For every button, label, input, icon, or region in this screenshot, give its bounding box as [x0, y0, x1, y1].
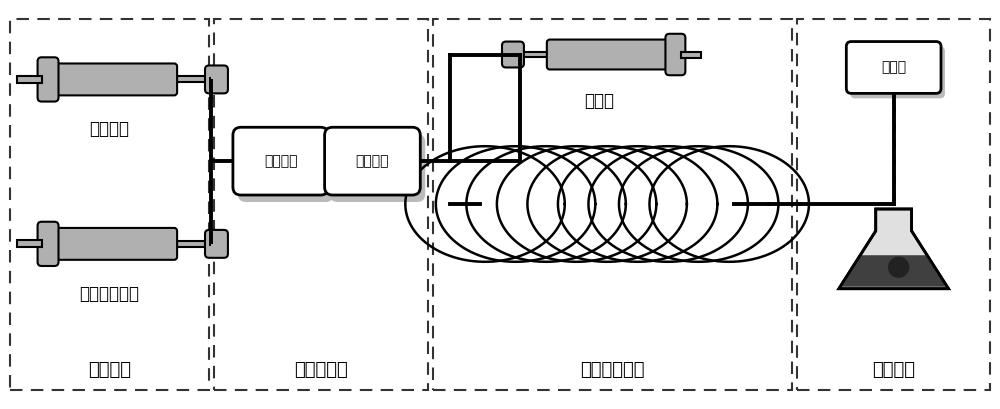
Circle shape	[889, 257, 909, 277]
Text: 产物收集: 产物收集	[872, 362, 915, 380]
FancyBboxPatch shape	[330, 134, 425, 202]
Text: 分散液: 分散液	[585, 92, 615, 110]
FancyBboxPatch shape	[52, 228, 177, 260]
Text: 微通道反应器: 微通道反应器	[580, 362, 645, 380]
FancyBboxPatch shape	[233, 127, 329, 195]
Polygon shape	[839, 209, 948, 289]
Bar	[433, 19, 792, 390]
FancyBboxPatch shape	[238, 134, 334, 202]
Bar	[681, 52, 701, 58]
Polygon shape	[841, 255, 946, 287]
Text: 检测器: 检测器	[881, 61, 906, 74]
Bar	[10, 19, 209, 390]
FancyBboxPatch shape	[174, 241, 209, 247]
Text: 内核溶液: 内核溶液	[89, 120, 129, 138]
FancyBboxPatch shape	[38, 57, 59, 101]
Text: 流速控制: 流速控制	[88, 362, 131, 380]
Bar	[17, 240, 42, 247]
FancyBboxPatch shape	[846, 42, 941, 93]
FancyBboxPatch shape	[52, 63, 177, 95]
Text: 微混合器: 微混合器	[356, 154, 389, 168]
Bar	[17, 76, 42, 83]
FancyBboxPatch shape	[205, 230, 228, 258]
FancyBboxPatch shape	[547, 40, 672, 70]
Bar	[797, 19, 990, 390]
Text: 包覆材料溶液: 包覆材料溶液	[79, 285, 139, 303]
FancyBboxPatch shape	[665, 34, 685, 75]
FancyBboxPatch shape	[520, 52, 550, 57]
FancyBboxPatch shape	[205, 65, 228, 93]
FancyBboxPatch shape	[850, 47, 945, 98]
Bar	[214, 19, 428, 390]
Text: 剪切装置: 剪切装置	[264, 154, 297, 168]
FancyBboxPatch shape	[502, 42, 524, 67]
FancyBboxPatch shape	[38, 222, 59, 266]
FancyBboxPatch shape	[325, 127, 420, 195]
FancyBboxPatch shape	[174, 76, 209, 83]
Text: 物料混合区: 物料混合区	[294, 362, 347, 380]
